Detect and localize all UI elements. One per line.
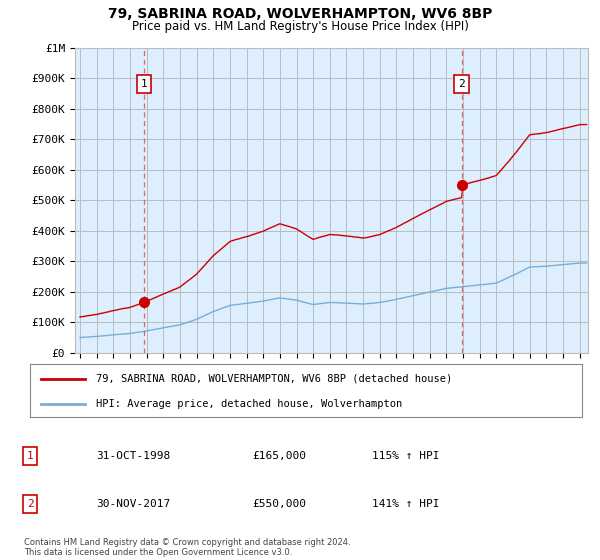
Text: 115% ↑ HPI: 115% ↑ HPI (372, 451, 439, 461)
Text: 31-OCT-1998: 31-OCT-1998 (96, 451, 170, 461)
Text: 79, SABRINA ROAD, WOLVERHAMPTON, WV6 8BP (detached house): 79, SABRINA ROAD, WOLVERHAMPTON, WV6 8BP… (96, 374, 452, 384)
Text: Price paid vs. HM Land Registry's House Price Index (HPI): Price paid vs. HM Land Registry's House … (131, 20, 469, 32)
Text: 2: 2 (26, 499, 34, 509)
Text: 79, SABRINA ROAD, WOLVERHAMPTON, WV6 8BP: 79, SABRINA ROAD, WOLVERHAMPTON, WV6 8BP (108, 7, 492, 21)
Text: 141% ↑ HPI: 141% ↑ HPI (372, 499, 439, 509)
Text: Contains HM Land Registry data © Crown copyright and database right 2024.
This d: Contains HM Land Registry data © Crown c… (24, 538, 350, 557)
Text: 30-NOV-2017: 30-NOV-2017 (96, 499, 170, 509)
Text: £165,000: £165,000 (252, 451, 306, 461)
Text: 2: 2 (458, 79, 465, 89)
Text: HPI: Average price, detached house, Wolverhampton: HPI: Average price, detached house, Wolv… (96, 399, 403, 409)
Text: 1: 1 (26, 451, 34, 461)
Text: £550,000: £550,000 (252, 499, 306, 509)
Text: 1: 1 (140, 79, 147, 89)
